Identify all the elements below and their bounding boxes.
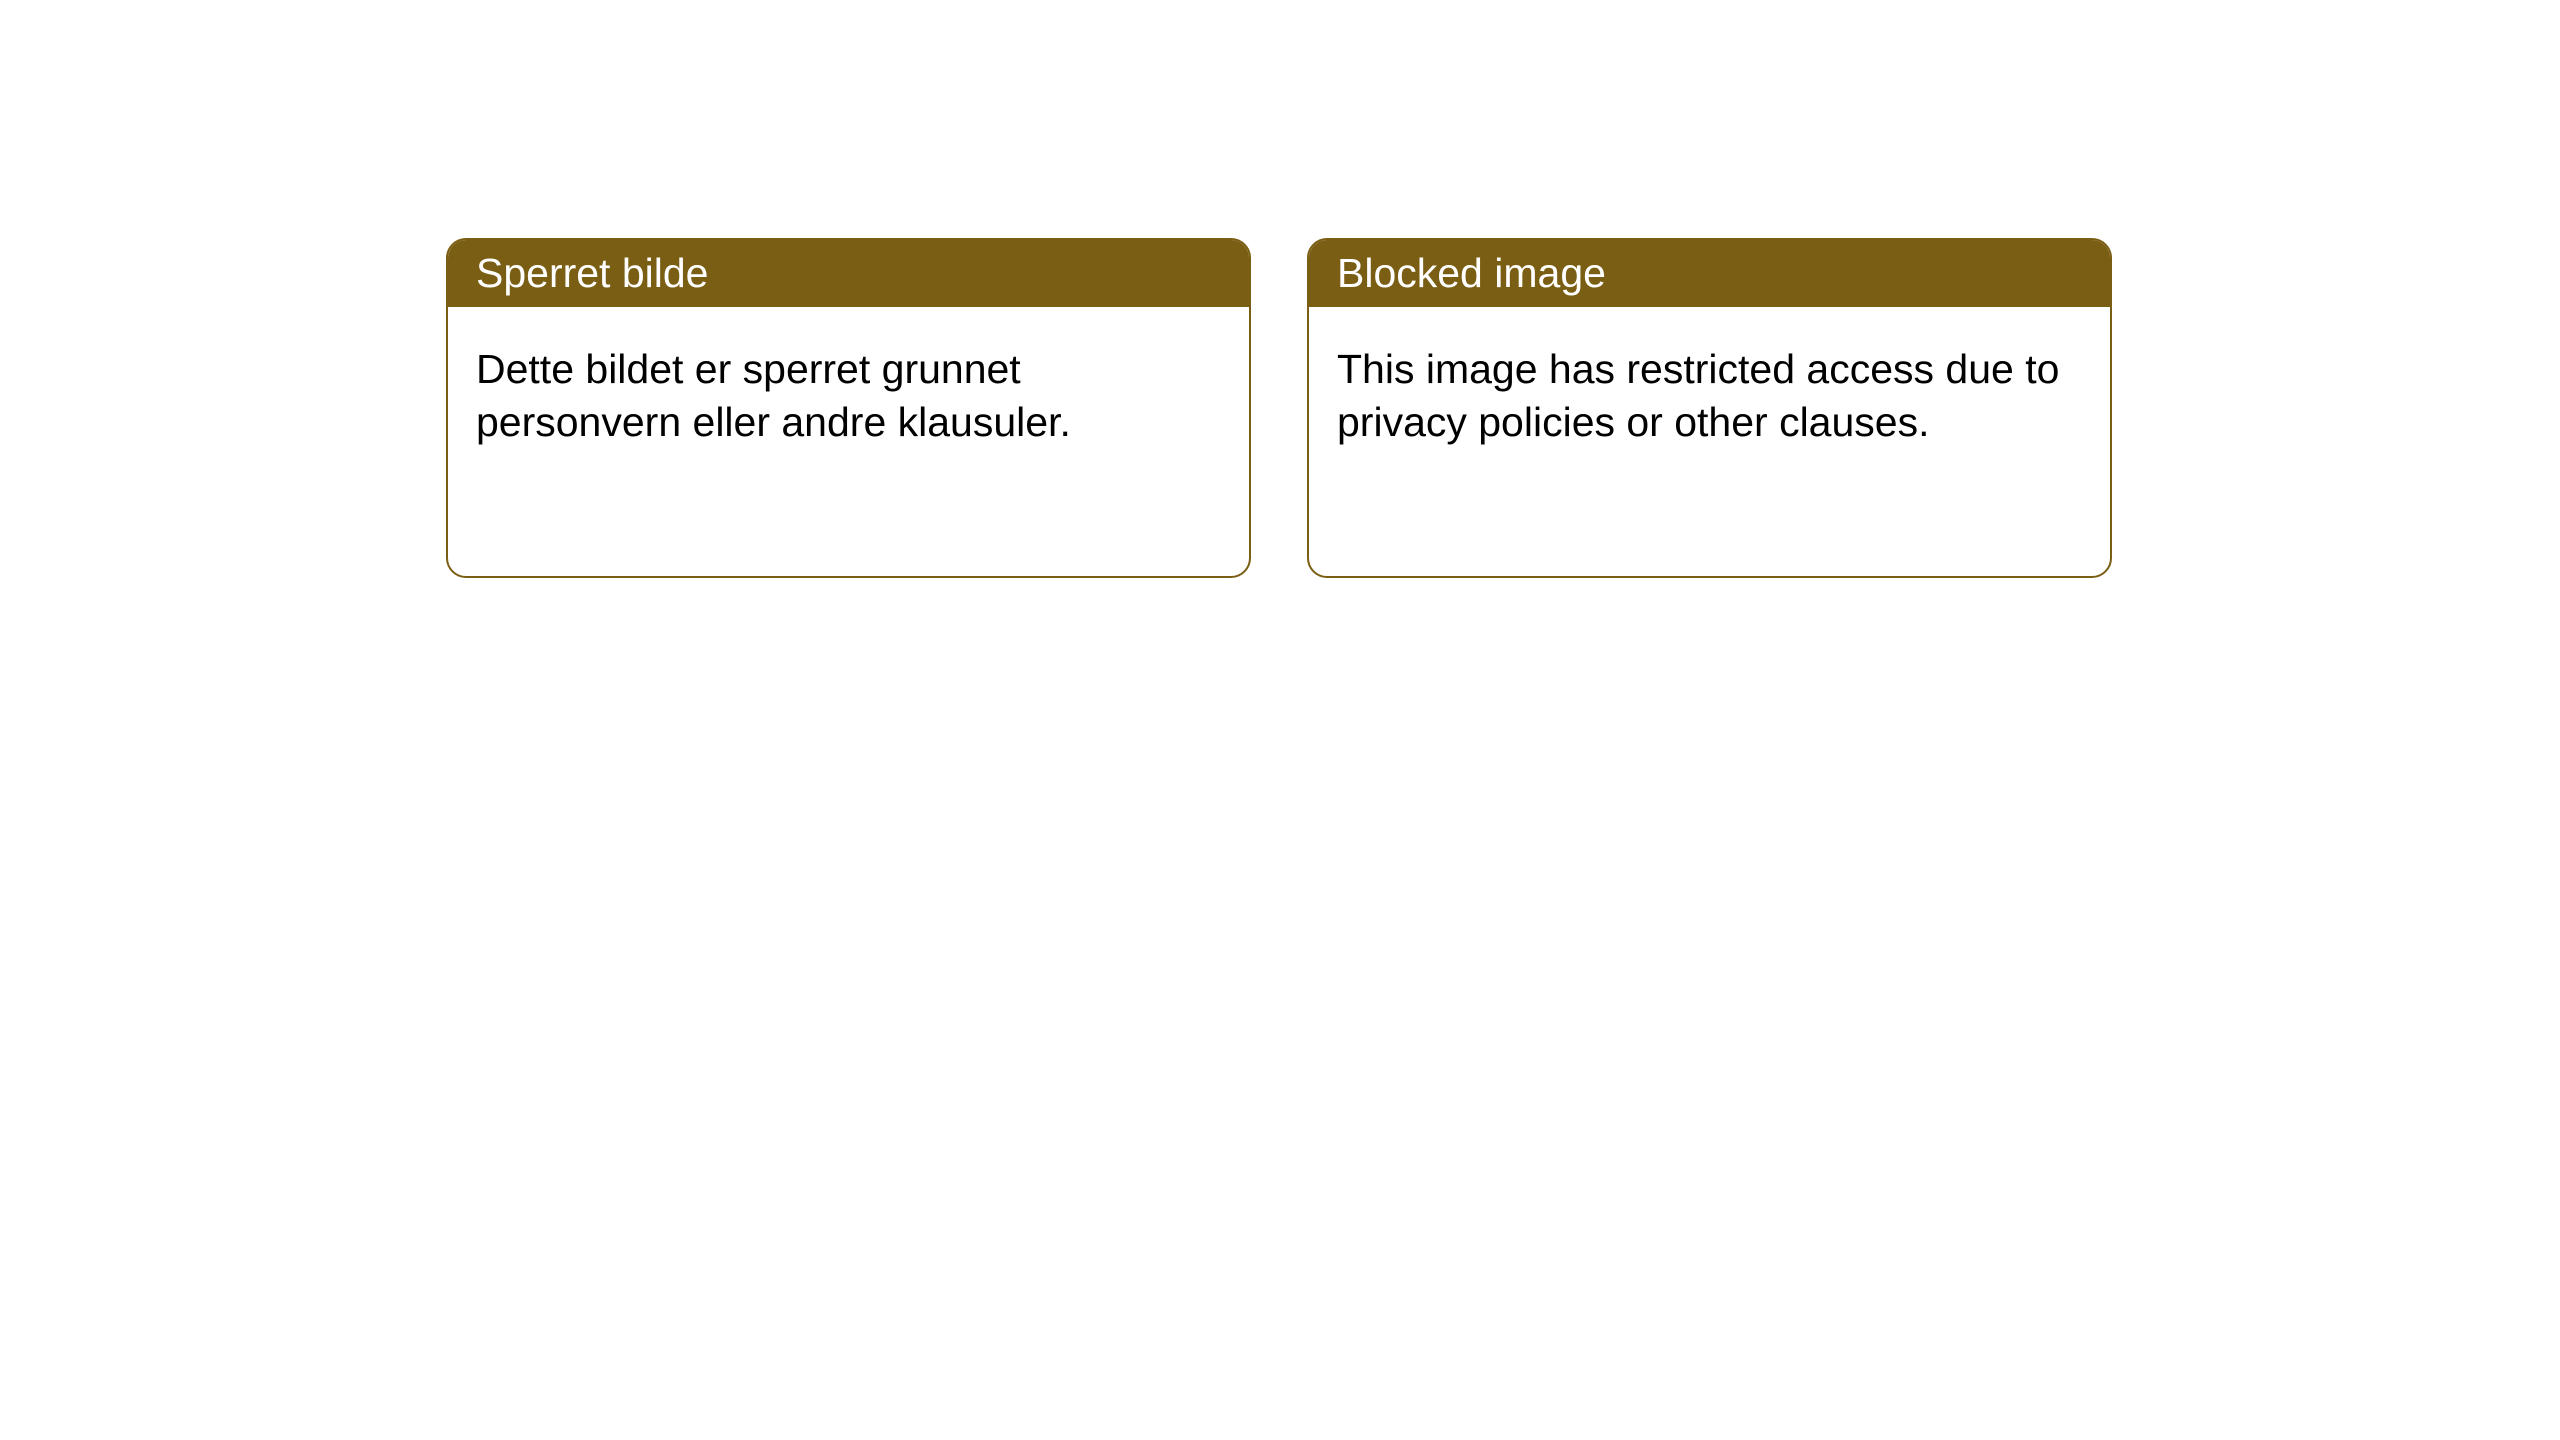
card-title-en: Blocked image bbox=[1337, 250, 1606, 296]
card-header-en: Blocked image bbox=[1309, 240, 2110, 307]
blocked-image-card-no: Sperret bilde Dette bildet er sperret gr… bbox=[446, 238, 1251, 578]
blocked-image-card-en: Blocked image This image has restricted … bbox=[1307, 238, 2112, 578]
card-body-text-no: Dette bildet er sperret grunnet personve… bbox=[476, 346, 1071, 445]
card-body-text-en: This image has restricted access due to … bbox=[1337, 346, 2059, 445]
card-body-en: This image has restricted access due to … bbox=[1309, 307, 2110, 486]
card-body-no: Dette bildet er sperret grunnet personve… bbox=[448, 307, 1249, 486]
cards-container: Sperret bilde Dette bildet er sperret gr… bbox=[0, 0, 2560, 578]
card-header-no: Sperret bilde bbox=[448, 240, 1249, 307]
card-title-no: Sperret bilde bbox=[476, 250, 708, 296]
